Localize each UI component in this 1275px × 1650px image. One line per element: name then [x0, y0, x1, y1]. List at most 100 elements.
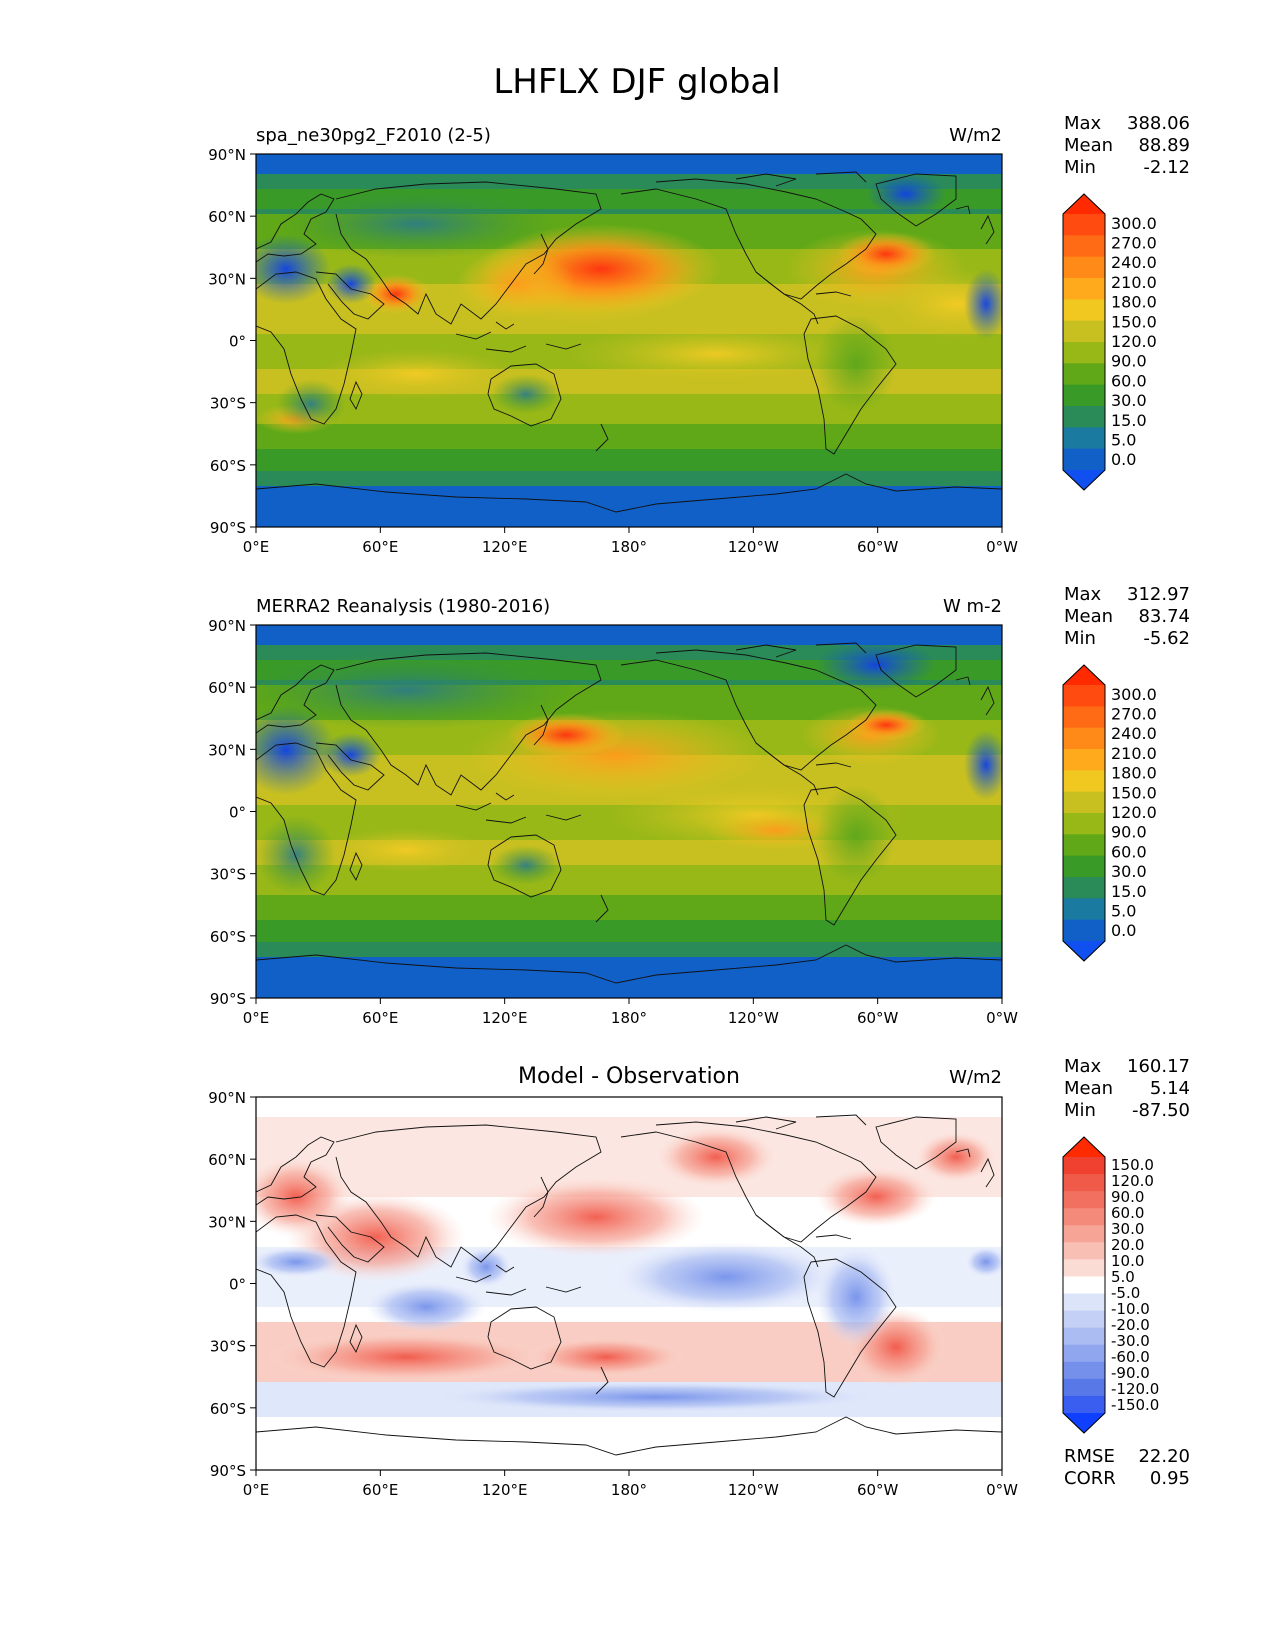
map-field-test [256, 154, 1002, 527]
colorbar-segment [1063, 1395, 1105, 1414]
stat-value: 5.14 [1150, 1078, 1190, 1099]
colorbar-tick-label: 240.0 [1111, 724, 1157, 743]
lat-tick-label: 30°N [208, 1213, 246, 1231]
colorbar-segment [1063, 770, 1105, 793]
colorbar-outline [1062, 664, 1106, 962]
lon-tick-label: 60°E [362, 538, 398, 556]
lat-tick-label: 0° [229, 333, 246, 351]
lat-tick-label: 60°N [208, 1151, 246, 1169]
colorbar-extend-top [1063, 665, 1105, 685]
figure-title: LHFLX DJF global [493, 62, 780, 102]
stat-label: Max [1064, 1056, 1102, 1077]
stat-value: 160.17 [1127, 1056, 1190, 1077]
lon-tick-label: 120°W [728, 538, 779, 556]
extra-stat-value: 22.20 [1138, 1446, 1190, 1467]
stat-label: Min [1064, 628, 1096, 649]
colorbar-segment [1063, 235, 1105, 258]
colorbar-tick-label: 270.0 [1111, 705, 1157, 724]
stat-value: -2.12 [1143, 157, 1190, 178]
colorbar-tick-label: 20.0 [1111, 1236, 1144, 1254]
panel-reference: MERRA2 Reanalysis (1980-2016) W m-2 90°N… [208, 584, 1190, 1027]
colorbar-segment [1063, 834, 1105, 857]
colorbar-segment [1063, 1259, 1105, 1277]
lat-axis: 90°N 60°N 30°N 0° 30°S 60°S 90°S [208, 617, 256, 1008]
lon-tick-label: 0°E [243, 1009, 270, 1027]
colorbar-segment [1063, 855, 1105, 878]
colorbar-outline [1062, 193, 1106, 491]
colorbar-tick-label: 15.0 [1111, 411, 1147, 430]
stat-value: 83.74 [1138, 606, 1190, 627]
colorbar-tick-label: 120.0 [1111, 803, 1157, 822]
extra-stat-label: CORR [1064, 1468, 1116, 1489]
colorbar-tick-label: 5.0 [1111, 901, 1136, 920]
colorbar-tick-label: -20.0 [1111, 1316, 1150, 1334]
lon-tick-label: 120°E [482, 1481, 528, 1499]
colorbar-tick-label: -150.0 [1111, 1396, 1159, 1414]
lon-tick-label: 60°E [362, 1481, 398, 1499]
lat-tick-label: 30°S [210, 395, 246, 413]
colorbar-tick-label: 180.0 [1111, 764, 1157, 783]
map-field-reference [256, 625, 1002, 998]
colorbar-segment [1063, 1293, 1105, 1312]
colorbar-tick-label: 30.0 [1111, 1220, 1144, 1238]
colorbar-extend-bottom [1063, 470, 1105, 490]
colorbar-tick-label: -5.0 [1111, 1284, 1140, 1302]
colorbar-segment [1063, 1378, 1105, 1397]
panel-test: spa_ne30pg2_F2010 (2-5) W/m2 90°N 60°N 30°… [208, 113, 1190, 556]
lat-tick-label: 90°S [210, 990, 246, 1008]
lon-tick-label: 120°E [482, 538, 528, 556]
lon-tick-label: 0°E [243, 1481, 270, 1499]
panel-center-title: Model - Observation [518, 1064, 740, 1089]
lat-tick-label: 0° [229, 804, 246, 822]
lat-tick-label: 90°N [208, 1089, 246, 1107]
colorbar-tick-label: 0.0 [1111, 450, 1136, 469]
lat-tick-label: 90°S [210, 519, 246, 537]
colorbar-tick-label: -90.0 [1111, 1364, 1150, 1382]
colorbar-segment [1063, 919, 1105, 942]
colorbar-segment [1063, 685, 1105, 707]
colorbar-tick-label: 30.0 [1111, 391, 1147, 410]
stat-label: Mean [1064, 606, 1113, 627]
lon-axis: 0°E 60°E 120°E 180° 120°W 60°W 0°W [243, 998, 1018, 1027]
rmse-corr-block: RMSE 22.20 CORR 0.95 [1064, 1446, 1190, 1489]
colorbar-tick-label: 60.0 [1111, 371, 1147, 390]
lon-tick-label: 0°W [986, 1009, 1018, 1027]
lon-tick-label: 180° [611, 538, 647, 556]
colorbar-tick-label: 5.0 [1111, 430, 1136, 449]
lat-tick-label: 30°N [208, 270, 246, 288]
colorbar-segment [1063, 427, 1105, 450]
colorbar-tick-label: 150.0 [1111, 783, 1157, 802]
stats-block: Max 160.17 Mean 5.14 Min -87.50 [1064, 1056, 1190, 1121]
lat-tick-label: 30°S [210, 1338, 246, 1356]
lon-tick-label: 60°W [857, 1009, 899, 1027]
colorbar-segment [1063, 1191, 1105, 1209]
stat-label: Max [1064, 584, 1102, 605]
lon-tick-label: 0°E [243, 538, 270, 556]
lat-tick-label: 60°S [210, 1400, 246, 1418]
colorbar-tick-label: 240.0 [1111, 253, 1157, 272]
colorbar-tick-label: 120.0 [1111, 332, 1157, 351]
colorbar-tick-label: 270.0 [1111, 234, 1157, 253]
colorbar-segment [1063, 749, 1105, 771]
colorbar-tick-label: 210.0 [1111, 744, 1157, 763]
stat-label: Min [1064, 157, 1096, 178]
colorbar-extend-bottom [1063, 1413, 1105, 1433]
colorbar-tick-label: 5.0 [1111, 1268, 1135, 1286]
lat-tick-label: 30°S [210, 866, 246, 884]
colorbar-tick-label: 180.0 [1111, 293, 1157, 312]
colorbar: 150.0120.090.060.030.020.010.05.0-5.0-10… [1062, 1136, 1159, 1434]
colorbar-tick-label: -120.0 [1111, 1380, 1159, 1398]
colorbar-segment [1063, 1225, 1105, 1243]
lon-tick-label: 120°W [728, 1481, 779, 1499]
colorbar-segment [1063, 384, 1105, 407]
panel-left-title: spa_ne30pg2_F2010 (2-5) [256, 125, 491, 146]
lat-tick-label: 30°N [208, 741, 246, 759]
stats-block: Max 312.97 Mean 83.74 Min -5.62 [1064, 584, 1190, 649]
lat-tick-label: 60°N [208, 208, 246, 226]
colorbar-tick-label: 90.0 [1111, 1188, 1144, 1206]
colorbar-segment [1063, 877, 1105, 899]
colorbar-tick-label: 0.0 [1111, 921, 1136, 940]
lat-tick-label: 90°N [208, 617, 246, 635]
lat-tick-label: 60°S [210, 928, 246, 946]
